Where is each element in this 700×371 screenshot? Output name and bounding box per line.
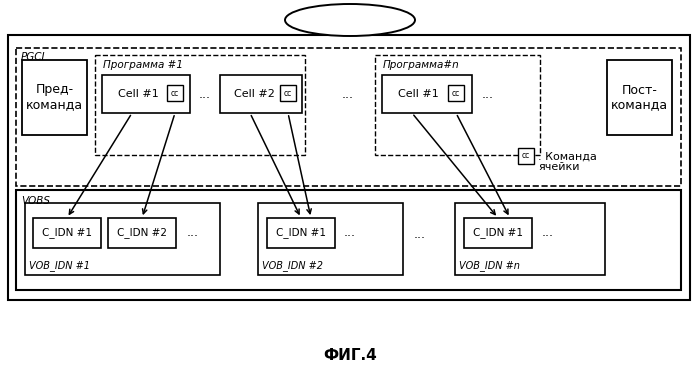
Text: cc: cc — [284, 89, 292, 98]
Text: cc: cc — [452, 89, 460, 98]
Text: C_IDN #1: C_IDN #1 — [473, 227, 523, 239]
Text: Пост-
команда: Пост- команда — [611, 83, 668, 112]
Text: ...: ... — [199, 88, 211, 101]
Text: VOB_IDN #n: VOB_IDN #n — [459, 260, 520, 271]
Bar — [607, 60, 672, 135]
Text: Cell #1: Cell #1 — [118, 89, 158, 99]
Bar — [464, 218, 532, 248]
Text: ячейки: ячейки — [538, 162, 580, 172]
Text: ФИГ.4: ФИГ.4 — [323, 348, 377, 362]
Text: Программа#n: Программа#n — [383, 60, 460, 70]
Text: cc: cc — [522, 151, 530, 161]
Text: cc: cc — [171, 89, 179, 98]
Bar — [33, 218, 101, 248]
Bar — [102, 75, 190, 113]
Bar — [22, 60, 87, 135]
Text: VOBS: VOBS — [21, 196, 50, 206]
Text: ...: ... — [342, 88, 354, 101]
Text: C_IDN #2: C_IDN #2 — [117, 227, 167, 239]
Text: ...: ... — [187, 227, 199, 240]
Bar — [8, 35, 690, 300]
Bar — [16, 48, 681, 186]
Text: : Команда: : Команда — [538, 152, 597, 162]
Ellipse shape — [285, 4, 415, 36]
Text: VOB_IDN #2: VOB_IDN #2 — [262, 260, 323, 271]
Text: Пред-
команда: Пред- команда — [26, 83, 83, 112]
Bar — [518, 148, 534, 164]
Text: C_IDN #1: C_IDN #1 — [276, 227, 326, 239]
Bar — [258, 203, 403, 275]
Text: ...: ... — [344, 227, 356, 240]
Text: PGCI: PGCI — [21, 52, 46, 62]
Text: ...: ... — [414, 229, 426, 242]
Bar — [267, 218, 335, 248]
Text: Cell #2: Cell #2 — [234, 89, 274, 99]
Text: C_IDN #1: C_IDN #1 — [42, 227, 92, 239]
Bar — [25, 203, 220, 275]
Text: PGC: PGC — [335, 13, 365, 27]
Text: Программа #1: Программа #1 — [103, 60, 183, 70]
Bar — [455, 203, 605, 275]
Bar — [448, 85, 464, 101]
Bar — [167, 85, 183, 101]
Text: Cell #1: Cell #1 — [398, 89, 438, 99]
Bar — [220, 75, 302, 113]
Text: ...: ... — [542, 227, 554, 240]
Bar — [108, 218, 176, 248]
Text: ...: ... — [482, 88, 494, 101]
Bar — [280, 85, 296, 101]
Bar — [16, 190, 681, 290]
Bar — [382, 75, 472, 113]
Text: VOB_IDN #1: VOB_IDN #1 — [29, 260, 90, 271]
Bar — [95, 55, 305, 155]
Bar — [375, 55, 540, 155]
